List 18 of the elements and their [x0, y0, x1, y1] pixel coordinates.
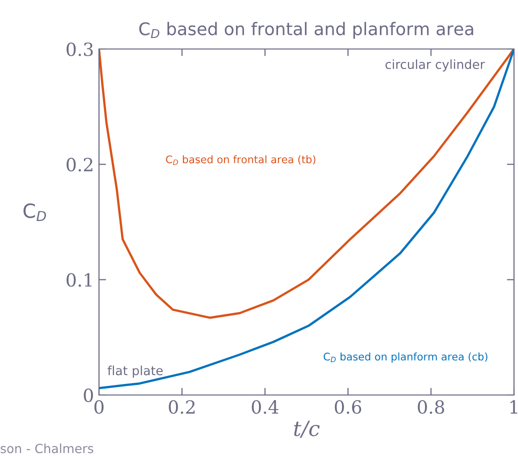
text: C$_{D}$ based on frontal area (tb) — [166, 155, 316, 165]
x-tick-label: 0.2 — [168, 400, 195, 414]
y-tick-label: 0 — [84, 388, 93, 402]
annotation: circular cylinder — [385, 59, 485, 72]
text: son - Chalmers — [0, 444, 94, 454]
x-tick-label: 0.8 — [418, 400, 444, 414]
annotation: flat plate — [108, 366, 163, 378]
y-axis-title: C$_{D}$ — [24, 203, 46, 221]
x-axis-title: t/c — [294, 420, 320, 438]
y-tick-label: 0.2 — [66, 158, 92, 172]
x-tick-label: 0 — [94, 400, 104, 414]
chart-title: C$_{D}$ based on frontal and planform area — [139, 22, 474, 39]
x-tick-label: 0.6 — [334, 400, 362, 414]
x-tick-label: 1 — [510, 400, 518, 414]
y-tick-label: 0.3 — [66, 42, 93, 56]
y-tick-label: 0.1 — [66, 273, 92, 287]
x-tick-label: 0.4 — [252, 400, 278, 414]
text: C$_{D}$ based on planform area (cb) — [324, 352, 488, 363]
